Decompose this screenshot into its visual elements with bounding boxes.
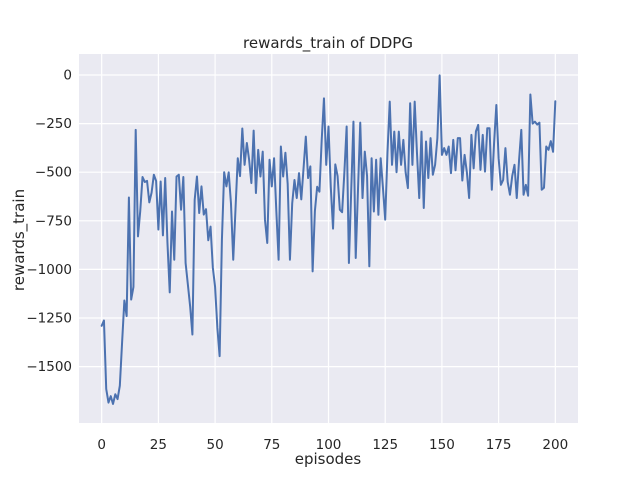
x-tick-label: 25 xyxy=(150,437,167,453)
y-tick-label: −1250 xyxy=(26,311,72,327)
x-tick-label: 75 xyxy=(263,437,280,453)
y-tick-label: −250 xyxy=(35,116,72,132)
y-tick-label: −1000 xyxy=(26,262,72,278)
x-tick-label: 175 xyxy=(486,437,512,453)
chart-title: rewards_train of DDPG xyxy=(243,34,413,53)
x-tick-label: 0 xyxy=(97,437,106,453)
y-tick-label: −1500 xyxy=(26,359,72,375)
tick-labels: 0 25 50 75 100 125 150 175 200 0 −250 −500 −750 −1000… xyxy=(26,67,568,453)
y-axis-label: rewards_train xyxy=(10,189,29,291)
x-tick-label: 125 xyxy=(372,437,398,453)
x-tick-label: 50 xyxy=(206,437,223,453)
x-tick-label: 100 xyxy=(316,437,342,453)
x-axis-label: episodes xyxy=(295,450,362,468)
x-tick-label: 150 xyxy=(429,437,455,453)
reward-line-series xyxy=(100,74,557,405)
y-tick-label: −750 xyxy=(35,213,72,229)
line-rewards_train xyxy=(100,74,557,405)
x-tick-label: 200 xyxy=(542,437,568,453)
y-tick-label: −500 xyxy=(35,165,72,181)
y-tick-label: 0 xyxy=(63,67,72,83)
